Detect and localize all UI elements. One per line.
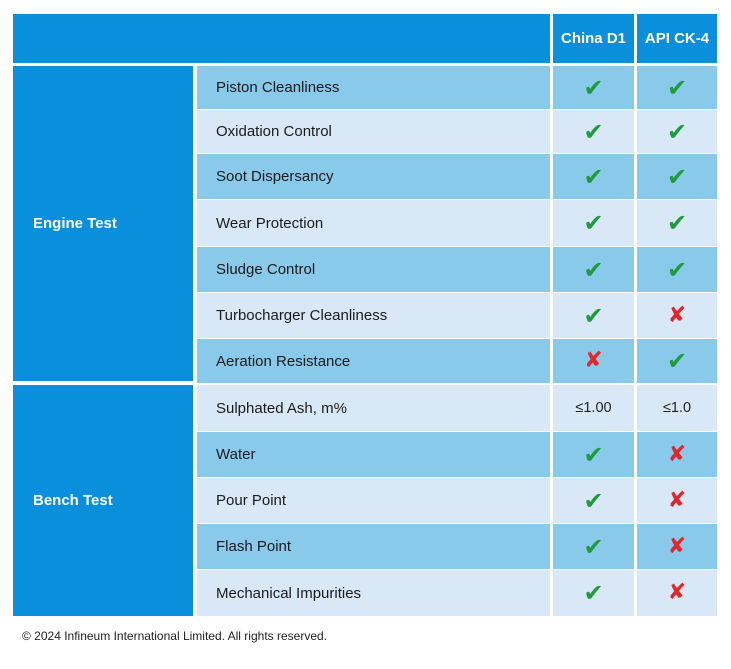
check-icon: ✔ (666, 162, 688, 191)
row-label: Pour Point (197, 478, 550, 523)
check-icon: ✔ (553, 247, 634, 292)
check-icon: ✔ (583, 73, 604, 102)
check-icon: ✔ (553, 200, 634, 246)
row-label: Turbocharger Cleanliness (197, 293, 550, 338)
header-api-ck4: API CK-4 (637, 14, 717, 63)
header-china-d1: China D1 (553, 14, 634, 63)
check-icon: ✔ (583, 486, 604, 515)
row-label: Wear Protection (197, 200, 550, 246)
row-label: Piston Cleanliness (197, 66, 550, 109)
value-cell: ≤1.00 (553, 385, 634, 431)
group-bench-test: Bench Test (13, 385, 193, 616)
row-label: Soot Dispersancy (197, 154, 550, 199)
check-icon: ✔ (666, 209, 688, 237)
row-label: Sulphated Ash, m% (197, 385, 550, 431)
row-label: Aeration Resistance (197, 339, 550, 383)
cross-icon: ✘ (637, 478, 717, 523)
check-icon: ✔ (553, 293, 634, 338)
cross-icon: ✘ (637, 570, 717, 616)
check-icon: ✔ (637, 154, 717, 199)
check-icon: ✔ (583, 579, 604, 607)
check-icon: ✔ (553, 154, 634, 199)
check-icon: ✔ (583, 301, 604, 330)
row-label: Mechanical Impurities (197, 570, 550, 616)
check-icon: ✔ (666, 347, 688, 375)
check-icon: ✔ (666, 255, 688, 284)
header-blank (13, 14, 550, 63)
row-label: Sludge Control (197, 247, 550, 292)
row-label: Water (197, 432, 550, 477)
check-icon: ✔ (553, 432, 634, 477)
check-icon: ✔ (637, 110, 717, 153)
cross-icon: ✘ (637, 524, 717, 569)
cross-icon: ✘ (584, 348, 603, 373)
comparison-table: China D1 API CK-4 Engine Test Bench Test… (13, 14, 717, 616)
cross-icon: ✘ (553, 339, 634, 383)
check-icon: ✔ (637, 66, 717, 109)
row-label: Flash Point (197, 524, 550, 569)
check-icon: ✔ (583, 532, 604, 561)
check-icon: ✔ (583, 209, 604, 237)
check-icon: ✔ (553, 524, 634, 569)
cross-icon: ✘ (637, 293, 717, 338)
group-engine-test: Engine Test (13, 66, 193, 381)
check-icon: ✔ (583, 162, 604, 191)
check-icon: ✔ (583, 255, 604, 284)
check-icon: ✔ (666, 117, 688, 146)
cross-icon: ✘ (667, 487, 687, 513)
check-icon: ✔ (553, 478, 634, 523)
cross-icon: ✘ (667, 302, 687, 328)
cross-icon: ✘ (667, 441, 687, 467)
cross-icon: ✘ (667, 580, 687, 605)
check-icon: ✔ (637, 200, 717, 246)
cross-icon: ✘ (667, 533, 687, 559)
value-cell: ≤1.0 (637, 385, 717, 431)
row-label: Oxidation Control (197, 110, 550, 153)
check-icon: ✔ (666, 73, 688, 102)
check-icon: ✔ (637, 339, 717, 383)
copyright-footer: © 2024 Infineum International Limited. A… (22, 629, 328, 643)
check-icon: ✔ (553, 110, 634, 153)
check-icon: ✔ (553, 570, 634, 616)
check-icon: ✔ (583, 117, 604, 146)
check-icon: ✔ (583, 440, 604, 469)
check-icon: ✔ (553, 66, 634, 109)
cross-icon: ✘ (637, 432, 717, 477)
check-icon: ✔ (637, 247, 717, 292)
